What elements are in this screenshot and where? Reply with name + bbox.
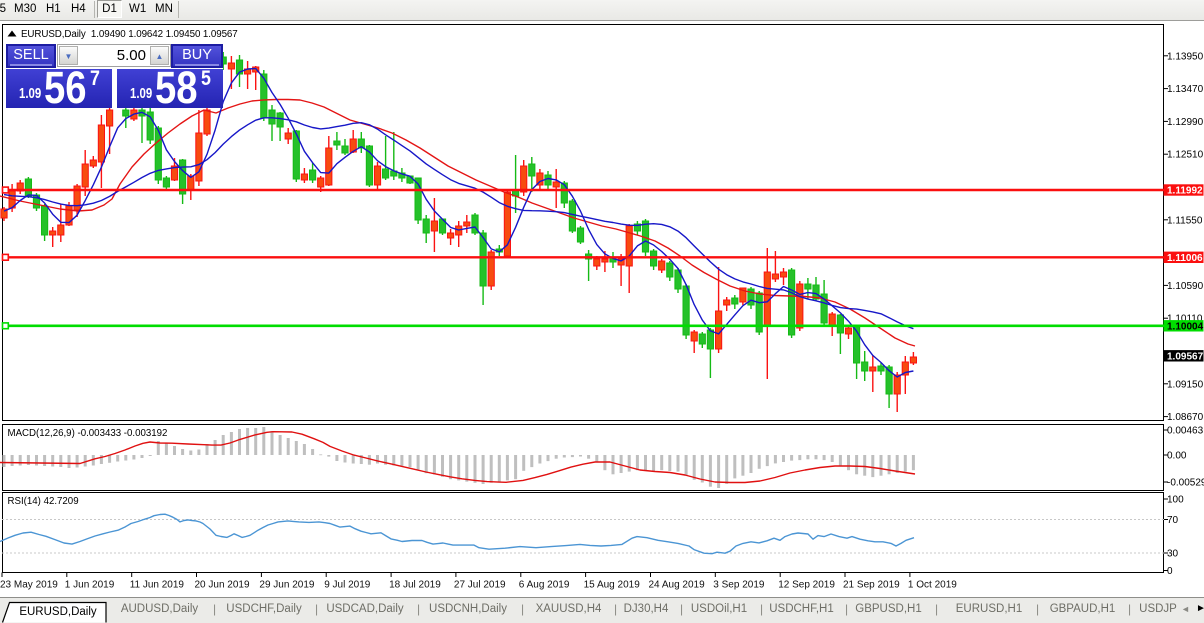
svg-text:1.09567: 1.09567 [1167, 351, 1204, 362]
svg-text:1 Oct 2019: 1 Oct 2019 [908, 580, 957, 591]
svg-text:12 Sep 2019: 12 Sep 2019 [778, 580, 835, 591]
svg-text:1.11550: 1.11550 [1167, 215, 1203, 226]
svg-text:1.12510: 1.12510 [1167, 150, 1204, 161]
svg-text:9 Jul 2019: 9 Jul 2019 [324, 580, 371, 591]
svg-text:RSI(14) 42.7209: RSI(14) 42.7209 [8, 496, 79, 507]
svg-text:1 Jun 2019: 1 Jun 2019 [65, 580, 115, 591]
svg-text:6 Aug 2019: 6 Aug 2019 [519, 580, 570, 591]
svg-text:1.10590: 1.10590 [1167, 281, 1204, 292]
svg-text:0.00463: 0.00463 [1167, 426, 1204, 437]
svg-text:20 Jun 2019: 20 Jun 2019 [195, 580, 250, 591]
svg-text:3 Sep 2019: 3 Sep 2019 [713, 580, 765, 591]
svg-text:1.12990: 1.12990 [1167, 117, 1204, 128]
svg-text:1.13950: 1.13950 [1167, 51, 1204, 62]
svg-text:0.00: 0.00 [1167, 451, 1187, 462]
svg-text:29 Jun 2019: 29 Jun 2019 [259, 580, 314, 591]
svg-text:11 Jun 2019: 11 Jun 2019 [130, 580, 185, 591]
svg-text:1.11006: 1.11006 [1167, 253, 1203, 264]
svg-text:1.10004: 1.10004 [1167, 321, 1204, 332]
svg-text:21 Sep 2019: 21 Sep 2019 [843, 580, 900, 591]
svg-text:23 May 2019: 23 May 2019 [0, 580, 58, 591]
svg-text:100: 100 [1167, 495, 1184, 506]
svg-text:1.08670: 1.08670 [1167, 412, 1204, 423]
svg-text:18 Jul 2019: 18 Jul 2019 [389, 580, 441, 591]
svg-text:MACD(12,26,9) -0.003433 -0.003: MACD(12,26,9) -0.003433 -0.003192 [8, 428, 168, 439]
svg-text:1.10110: 1.10110 [1167, 314, 1203, 325]
svg-text:24 Aug 2019: 24 Aug 2019 [649, 580, 706, 591]
svg-text:70: 70 [1167, 515, 1179, 526]
svg-text:1.11992: 1.11992 [1167, 186, 1203, 197]
svg-text:1.09150: 1.09150 [1167, 379, 1204, 390]
svg-text:-0.00529: -0.00529 [1167, 478, 1204, 489]
svg-text:30: 30 [1167, 549, 1179, 560]
svg-text:15 Aug 2019: 15 Aug 2019 [584, 580, 641, 591]
svg-text:EURUSD,Daily 1.09490 1.09642: EURUSD,Daily 1.09490 1.09642 1.09450 1.0… [21, 29, 238, 40]
svg-text:0: 0 [1167, 566, 1173, 577]
svg-text:27 Jul 2019: 27 Jul 2019 [454, 580, 506, 591]
svg-text:1.13470: 1.13470 [1167, 84, 1204, 95]
